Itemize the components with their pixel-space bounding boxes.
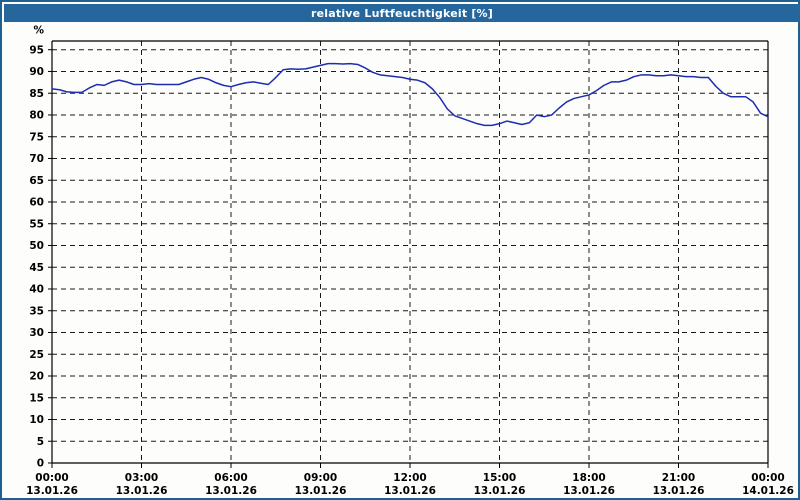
y-tick-label: 65 [29,175,44,187]
y-tick-label: 50 [29,240,44,252]
y-tick-label: 10 [29,414,44,426]
y-tick-label: 60 [29,197,44,209]
x-tick-label-date: 13.01.26 [474,485,526,497]
page-title: relative Luftfeuchtigkeit [%] [311,6,493,20]
y-tick-label: 40 [29,284,44,296]
x-tick-label-date: 13.01.26 [295,485,347,497]
y-tick-label: 80 [29,110,44,122]
x-tick-label-date: 13.01.26 [116,485,168,497]
x-tick-label-date: 13.01.26 [26,485,78,497]
x-tick-label-date: 14.01.26 [742,485,794,497]
data-series-group [51,62,769,127]
x-tick-label-time: 18:00 [572,472,605,484]
y-tick-label: 0 [37,458,44,470]
y-tick-label: 30 [29,327,44,339]
window-titlebar: relative Luftfeuchtigkeit [%] [4,4,800,22]
y-tick-label: 75 [29,131,44,143]
y-tick-label: 70 [29,153,44,165]
x-tick-label-time: 00:00 [751,472,784,484]
y-tick-label: 20 [29,371,44,383]
x-tick-label-date: 13.01.26 [563,485,615,497]
humidity-line-chart: 05101520253035404550556065707580859095% … [26,25,794,497]
x-tick-label-date: 13.01.26 [653,485,705,497]
x-tick-label-date: 13.01.26 [205,485,257,497]
x-tick-label-time: 12:00 [393,472,426,484]
x-tick-label-time: 06:00 [214,472,247,484]
x-axis-labels-group: 00:0013.01.2603:0013.01.2606:0013.01.260… [26,472,794,497]
y-axis-labels-group: 0 5 10 15 20 25 30 35 40 45 50 55 60 65 70 75 80 85 90 95% [29,25,44,470]
y-tick-label: 45 [29,262,44,274]
y-tick-label: 35 [29,305,44,317]
y-tick-label: 95 [29,44,44,56]
y-tick-label: 5 [37,436,44,448]
axis-lines-group [48,40,769,468]
y-tick-label: 85 [29,88,44,100]
x-tick-label-date: 13.01.26 [384,485,436,497]
y-axis-unit-label: % [33,25,44,37]
x-tick-label-time: 15:00 [483,472,516,484]
gridlines-group [52,41,768,463]
plot-area-container: 0 5 10 15 20 25 30 35 40 45 50 55 60 65 70 75 80 85 90 95% … [2,22,800,500]
x-tick-label-time: 00:00 [35,472,68,484]
x-tick-label-time: 03:00 [125,472,158,484]
y-tick-label: 90 [29,66,44,78]
x-tick-label-time: 21:00 [662,472,695,484]
series-line-humidity [51,62,769,127]
x-tick-label-time: 09:00 [304,472,337,484]
y-tick-label: 25 [29,349,44,361]
y-tick-label: 15 [29,392,44,404]
y-tick-label: 55 [29,218,44,230]
